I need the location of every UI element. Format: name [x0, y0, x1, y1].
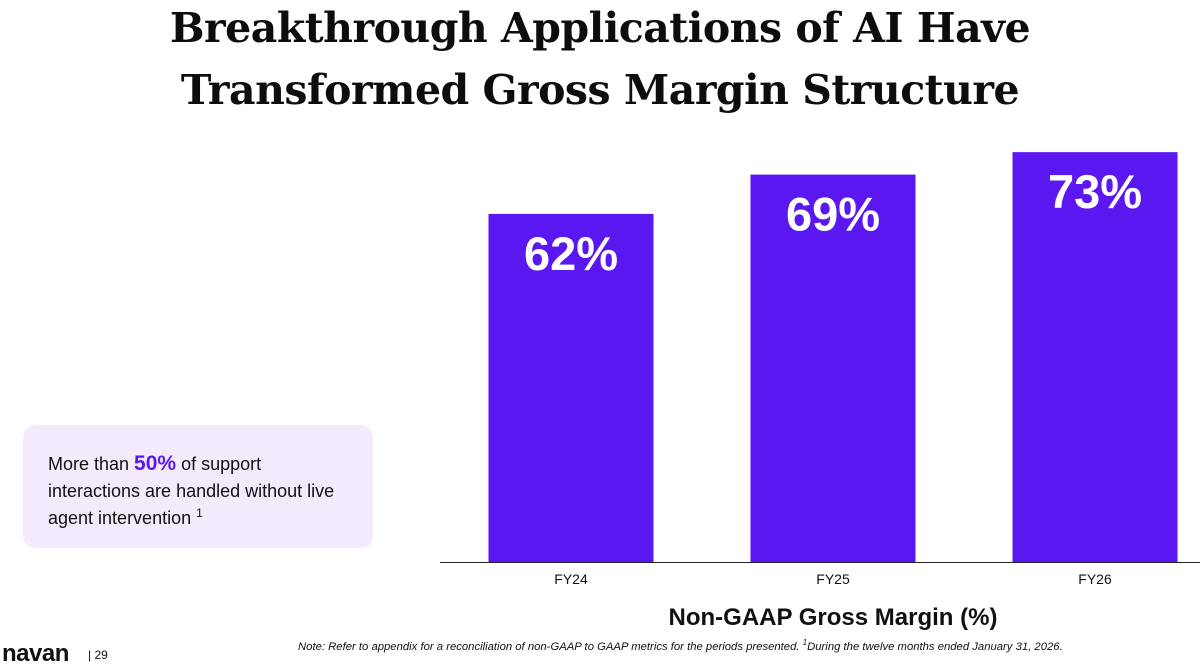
page-number: | 29: [88, 648, 108, 662]
tick-label-fy26: FY26: [1078, 571, 1112, 587]
data-label-fy24: 62%: [524, 227, 618, 280]
navan-logo: navan: [2, 640, 69, 667]
callout-text-before: More than: [48, 454, 135, 474]
tick-label-fy25: FY25: [816, 571, 850, 587]
data-label-fy26: 73%: [1048, 165, 1142, 218]
support-callout: More than 50% of support interactions ar…: [23, 425, 373, 548]
bar-fy26: [1012, 152, 1178, 562]
title-line-1: Breakthrough Applications of AI Have: [169, 4, 1031, 52]
x-axis-title: Non-GAAP Gross Margin (%): [669, 604, 998, 631]
tick-label-fy24: FY24: [554, 571, 588, 587]
title-line-2: Transformed Gross Margin Structure: [180, 66, 1020, 114]
callout-text-after: of support interactions are handled with…: [48, 454, 335, 528]
callout-footnote-ref: 1: [196, 506, 203, 520]
footnote-tail: During the twelve months ended January 3…: [807, 641, 1063, 653]
footnote-sup: 1: [802, 638, 808, 648]
footnote-main: Note: Refer to appendix for a reconcilia…: [298, 641, 803, 653]
footnote: Note: Refer to appendix for a reconcilia…: [298, 638, 1158, 653]
bar-fy24: [488, 213, 654, 562]
callout-highlight: 50%: [134, 452, 177, 475]
data-label-fy25: 69%: [786, 188, 880, 241]
bar-fy25: [750, 174, 916, 562]
